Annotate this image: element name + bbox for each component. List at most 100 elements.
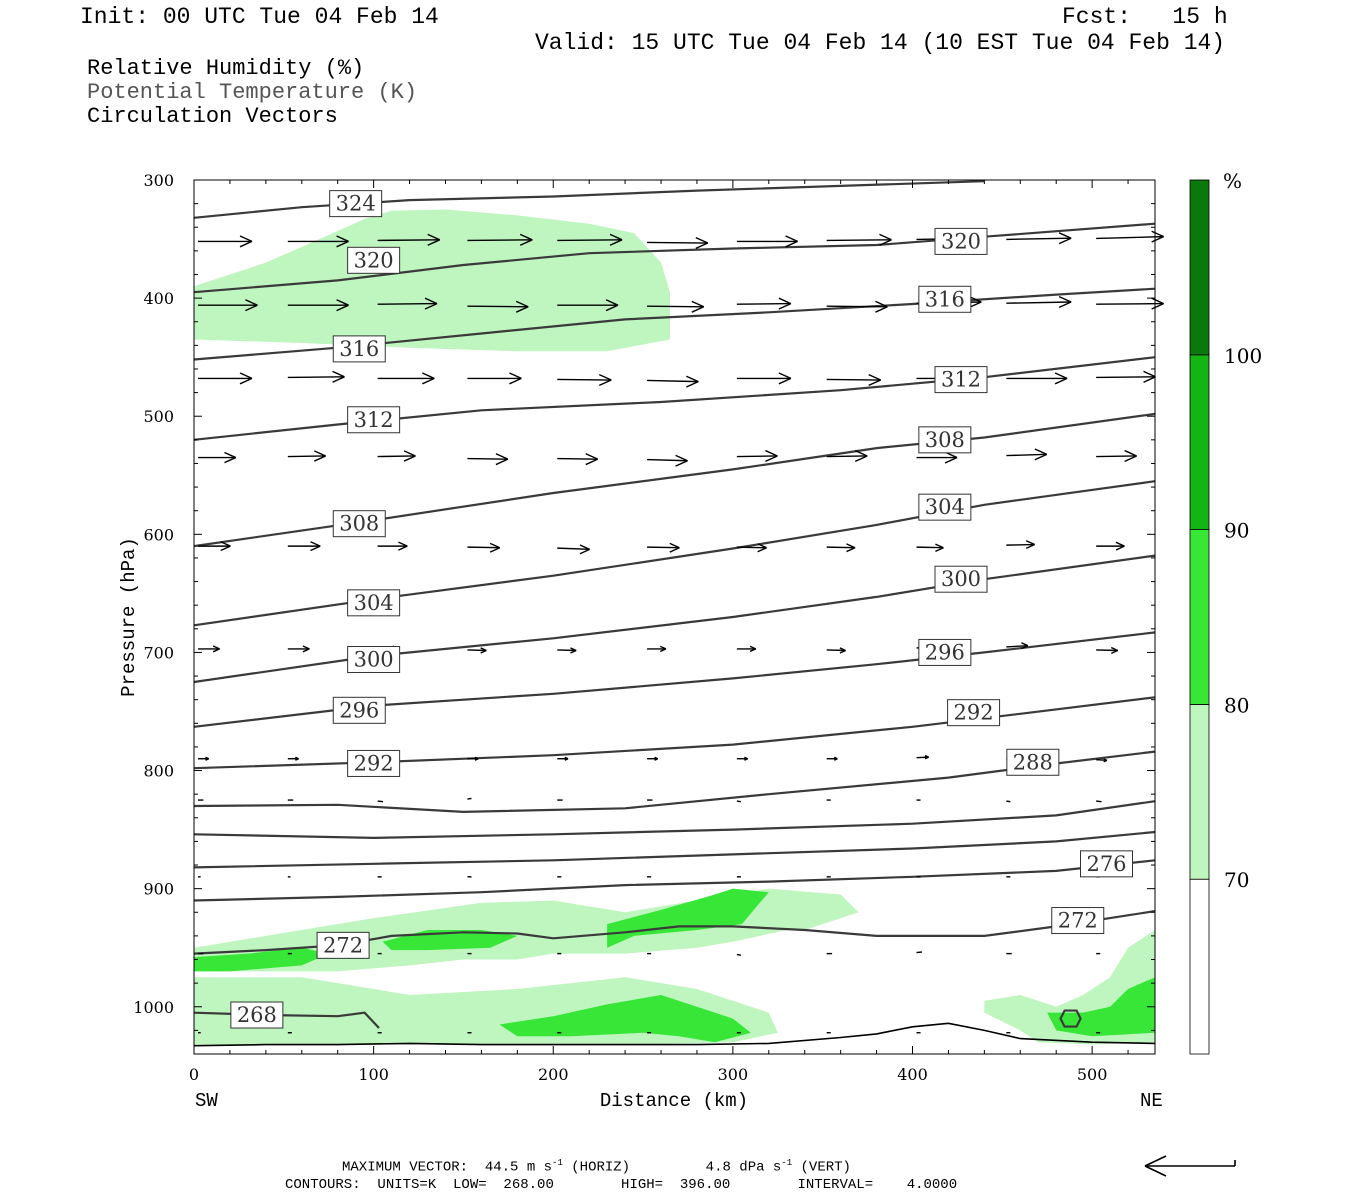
circulation-vector: [916, 543, 944, 553]
contour-label-text: 316: [339, 337, 379, 361]
contour-label-text: 292: [954, 701, 994, 725]
vector-head: [570, 647, 577, 652]
vector-head: [1021, 642, 1029, 647]
vector-shaft: [1096, 235, 1164, 240]
vector-shaft: [1006, 453, 1047, 457]
contour-label-text: 312: [941, 368, 981, 392]
vector-head: [515, 300, 529, 308]
vector-head: [778, 377, 792, 385]
unit-exponent: -1: [781, 1158, 793, 1168]
contour-label: 300: [934, 565, 988, 593]
contour-label-box: [934, 227, 988, 255]
vector-head: [1058, 295, 1072, 303]
vector-head: [515, 306, 529, 313]
vector-head: [785, 235, 798, 243]
circulation-vector: [557, 453, 599, 466]
vector-head: [605, 304, 619, 312]
vector-head: [1151, 230, 1164, 238]
vector-head: [245, 299, 258, 306]
circulation-vector: [1006, 232, 1072, 245]
theta-contour-300: [193, 554, 1156, 684]
circulation-vector: [287, 235, 349, 248]
terrain-line: [193, 1022, 1156, 1047]
contour-label-box: [934, 565, 988, 593]
vector-head: [654, 758, 659, 761]
vector-shaft: [557, 649, 577, 652]
vector-head: [310, 545, 321, 552]
circulation-vector: [826, 543, 856, 553]
contour-label-text: 320: [941, 229, 981, 253]
vector-head: [1054, 372, 1068, 380]
vector-head: [403, 450, 416, 457]
circulation-vector: [287, 450, 326, 462]
vector-head: [398, 545, 408, 551]
rh-region-80: [1047, 977, 1155, 1037]
vector-shaft: [557, 547, 590, 551]
colorbar-segment: [1189, 179, 1210, 356]
vector-shaft: [647, 305, 704, 308]
vector-head: [1115, 541, 1125, 547]
circulation-vector: [198, 299, 258, 312]
contour-label-box: [329, 190, 383, 218]
contour-label-box: [947, 699, 1001, 727]
max-vector-note: MAXIMUM VECTOR: 44.5 m s-1 (HORIZ) 4.8 d…: [342, 1158, 851, 1176]
vector-head: [691, 300, 705, 308]
vector-head: [1124, 449, 1137, 457]
vector-shaft: [1006, 237, 1072, 241]
vector-shaft: [647, 241, 708, 244]
x-tick-label: 500: [1077, 1065, 1108, 1084]
circulation-vector: [467, 300, 529, 313]
circulation-vector: [736, 800, 742, 803]
theta-contour-280: [193, 830, 1156, 869]
vector-head: [585, 453, 599, 460]
vector-head: [765, 449, 778, 457]
contour-label-box: [347, 646, 401, 674]
contour-label-box: [1006, 748, 1060, 776]
init-time: Init: 00 UTC Tue 04 Feb 14: [80, 4, 439, 30]
contour-label-box: [230, 1001, 284, 1029]
circulation-vector: [916, 951, 922, 954]
circulation-vector: [1096, 800, 1102, 803]
vector-head: [1058, 301, 1072, 309]
circulation-vector: [1006, 800, 1011, 803]
vector-shaft: [467, 457, 508, 460]
vector-head: [749, 648, 757, 653]
vector-shaft: [916, 951, 922, 954]
contour-label-text: 296: [339, 698, 379, 722]
circulation-vector: [467, 756, 479, 761]
circulation-vector: [198, 645, 220, 653]
vector-head: [757, 543, 767, 549]
circulation-vector: [736, 235, 798, 248]
circulation-vector: [377, 297, 438, 310]
vector-shaft: [1006, 543, 1035, 546]
colorbar-tick-label: 90: [1224, 519, 1249, 543]
vector-head: [944, 456, 958, 464]
circulation-vector: [467, 372, 522, 385]
contour-label-text: 300: [354, 648, 394, 672]
vector-head: [669, 547, 680, 553]
contour-label-text: 272: [323, 933, 363, 957]
vector-shaft: [467, 239, 533, 242]
vector-head: [686, 375, 699, 383]
contour-label-text: 272: [1058, 909, 1098, 933]
contour-label-box: [332, 510, 386, 538]
vector-head: [336, 235, 349, 243]
contour-label: 276: [1080, 850, 1134, 878]
contour-label-box: [934, 366, 988, 394]
contour-label-layer: 324 320 320 316 316 312 312 308 308 304 304 300 300 2…: [230, 190, 1134, 1029]
colorbar-segment: [1189, 529, 1210, 705]
contour-label-text: 288: [1013, 750, 1053, 774]
vector-shaft: [826, 546, 856, 549]
vector-head: [778, 297, 792, 305]
circulation-vector: [467, 453, 509, 466]
contour-label: 304: [347, 589, 401, 617]
vector-head: [1143, 376, 1156, 383]
contour-label: 312: [934, 366, 988, 394]
circulation-vector: [557, 544, 590, 555]
vector-head: [1034, 448, 1048, 455]
y-tick-label: 1000: [133, 998, 174, 1017]
circulation-vector: [736, 449, 778, 462]
vector-head: [239, 240, 253, 248]
rh-shading-layer: [194, 209, 1155, 1045]
vector-shaft: [467, 797, 472, 800]
